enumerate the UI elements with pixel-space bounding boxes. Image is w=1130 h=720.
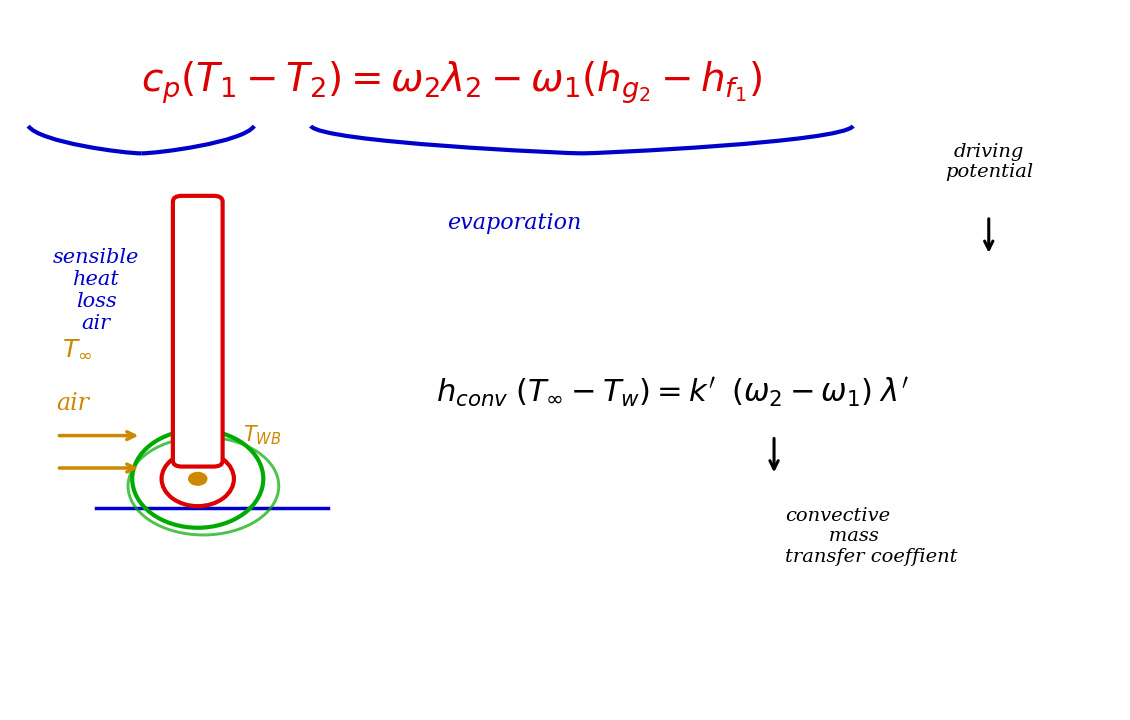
Text: $h_{conv}\;(T_\infty - T_w) = k^{\prime}\;\;(\omega_2-\omega_1)\;\lambda^{\prime: $h_{conv}\;(T_\infty - T_w) = k^{\prime}… xyxy=(436,375,909,410)
Text: $c_p(T_1-T_2) = \omega_2\lambda_2 - \omega_1(h_{g_2}-h_{f_1})$: $c_p(T_1-T_2) = \omega_2\lambda_2 - \ome… xyxy=(141,60,763,106)
Text: evaporation: evaporation xyxy=(447,212,581,234)
Text: sensible
heat
loss
air: sensible heat loss air xyxy=(53,248,139,333)
Text: driving
potential: driving potential xyxy=(945,143,1033,181)
Ellipse shape xyxy=(162,451,234,506)
Text: air: air xyxy=(56,392,89,415)
Ellipse shape xyxy=(189,472,207,485)
Text: convective
       mass
transfer coeffient: convective mass transfer coeffient xyxy=(785,507,958,566)
Text: $T_{WB}$: $T_{WB}$ xyxy=(243,424,281,447)
Text: $T_\infty$: $T_\infty$ xyxy=(62,338,93,361)
FancyBboxPatch shape xyxy=(173,196,223,467)
